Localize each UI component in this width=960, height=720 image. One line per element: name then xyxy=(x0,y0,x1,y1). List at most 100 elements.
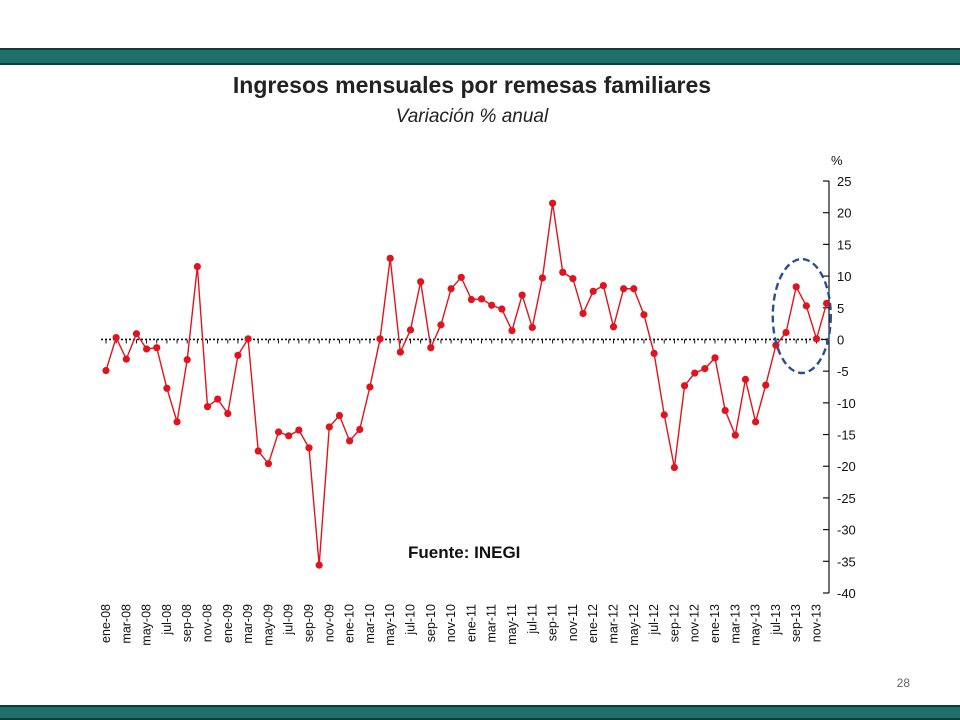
data-point-dic-10 xyxy=(457,273,465,281)
data-point-oct-08 xyxy=(193,262,201,271)
data-point-nov-08 xyxy=(203,403,212,411)
data-point-ene-08 xyxy=(102,366,110,375)
x-tick-label: nov-12 xyxy=(688,604,702,642)
data-point-dic-09 xyxy=(335,411,344,420)
x-tick-label: jul-10 xyxy=(404,604,418,636)
x-tick-label: mar-11 xyxy=(485,604,499,643)
data-point-may-10 xyxy=(386,254,394,262)
data-point-jul-11 xyxy=(528,323,536,332)
x-tick-label: mar-10 xyxy=(363,604,377,644)
data-point-ene-10 xyxy=(346,437,354,445)
data-point-mar-10 xyxy=(366,383,374,391)
x-tick-label: may-12 xyxy=(627,604,641,646)
x-tick-label: may-09 xyxy=(261,604,275,646)
y-tick-label: 15 xyxy=(837,237,851,252)
bottom-band xyxy=(0,705,960,720)
x-tick-label: mar-08 xyxy=(119,604,133,644)
y-tick-label: -15 xyxy=(837,428,856,443)
data-point-oct-10 xyxy=(437,321,445,329)
data-point-nov-10 xyxy=(447,285,455,293)
data-point-nov-09 xyxy=(325,423,333,431)
data-point-feb-09 xyxy=(234,351,242,359)
page-number: 28 xyxy=(896,676,910,690)
y-tick-label: -35 xyxy=(837,554,856,569)
data-point-sep-08 xyxy=(183,356,191,364)
data-point-sep-12 xyxy=(670,463,679,472)
data-point-may-11 xyxy=(508,326,516,335)
data-point-dic-08 xyxy=(214,395,222,403)
data-point-ago-09 xyxy=(295,426,303,434)
x-tick-label: ene-12 xyxy=(586,604,600,643)
data-point-ene-09 xyxy=(224,410,232,418)
data-point-dic-13 xyxy=(823,299,831,307)
data-point-sep-11 xyxy=(549,199,557,207)
data-point-sep-09 xyxy=(305,444,313,452)
x-tick-label: mar-12 xyxy=(607,604,621,644)
data-point-oct-09 xyxy=(315,561,323,569)
series-polyline xyxy=(105,203,828,566)
x-tick-label: mar-09 xyxy=(241,604,255,644)
data-point-jul-08 xyxy=(163,384,171,392)
data-point-ago-12 xyxy=(660,411,668,419)
data-point-ago-11 xyxy=(538,274,547,282)
x-tick-label: ene-13 xyxy=(708,604,722,643)
data-point-sep-10 xyxy=(427,344,435,352)
x-tick-label: sep-09 xyxy=(302,604,316,642)
data-point-jul-09 xyxy=(285,432,293,440)
data-point-ene-13 xyxy=(711,354,719,362)
data-point-may-13 xyxy=(752,418,760,426)
x-tick-label: sep-08 xyxy=(180,604,194,642)
y-tick-label: 25 xyxy=(837,174,851,189)
x-tick-label: nov-11 xyxy=(566,604,580,641)
y-tick-label: 0 xyxy=(837,332,844,347)
data-point-abr-09 xyxy=(254,447,262,455)
data-point-nov-13 xyxy=(812,335,821,343)
x-tick-label: ene-09 xyxy=(221,604,235,643)
x-tick-label: jul-13 xyxy=(769,604,783,636)
data-point-jun-08 xyxy=(153,344,161,352)
data-point-jun-11 xyxy=(518,291,526,299)
data-point-jun-13 xyxy=(762,381,770,389)
series-line xyxy=(105,203,828,566)
x-tick-label: nov-10 xyxy=(444,604,458,642)
data-point-dic-11 xyxy=(579,309,587,318)
data-point-mar-09 xyxy=(244,335,252,343)
x-tick-label: nov-09 xyxy=(322,604,336,642)
data-point-jul-12 xyxy=(650,349,658,358)
data-point-ene-11 xyxy=(467,295,475,304)
data-point-nov-12 xyxy=(691,369,699,377)
x-tick-label: jul-11 xyxy=(525,604,539,635)
y-tick-label: -5 xyxy=(837,364,849,379)
x-tick-label: ene-10 xyxy=(343,604,357,643)
x-tick-label: nov-13 xyxy=(810,604,824,642)
series-points xyxy=(102,199,831,569)
highlight-ellipse xyxy=(771,257,832,375)
data-point-oct-11 xyxy=(559,268,567,276)
x-tick-label: sep-12 xyxy=(667,604,681,642)
x-tick-label: sep-13 xyxy=(789,604,803,642)
data-point-mar-12 xyxy=(609,323,618,331)
data-point-jul-13 xyxy=(772,341,780,349)
x-tick-label: may-11 xyxy=(505,604,519,645)
x-axis-labels: ene-08 mar-08 may-08 jul-08 sep-08 nov-08 ene-… xyxy=(99,604,824,646)
data-point-jun-10 xyxy=(396,348,404,356)
data-point-feb-10 xyxy=(356,425,364,434)
x-tick-label: jul-09 xyxy=(282,604,296,636)
zero-line xyxy=(101,338,829,344)
data-point-feb-13 xyxy=(721,406,729,415)
data-point-abr-12 xyxy=(620,285,628,293)
data-point-abr-11 xyxy=(498,305,506,313)
data-point-abr-08 xyxy=(132,330,141,338)
chart-subtitle: Variación % anual xyxy=(395,106,549,127)
y-tick-label: 20 xyxy=(837,206,851,221)
data-point-may-12 xyxy=(630,285,638,293)
data-point-jun-09 xyxy=(274,428,283,436)
y-tick-label: -30 xyxy=(837,523,856,538)
data-point-feb-11 xyxy=(477,295,486,303)
data-point-mar-13 xyxy=(731,431,739,439)
data-point-abr-10 xyxy=(376,335,384,343)
x-tick-label: sep-10 xyxy=(424,604,438,642)
y-tick-label: -40 xyxy=(837,586,856,601)
data-point-feb-08 xyxy=(112,333,120,342)
data-point-may-09 xyxy=(264,460,272,468)
